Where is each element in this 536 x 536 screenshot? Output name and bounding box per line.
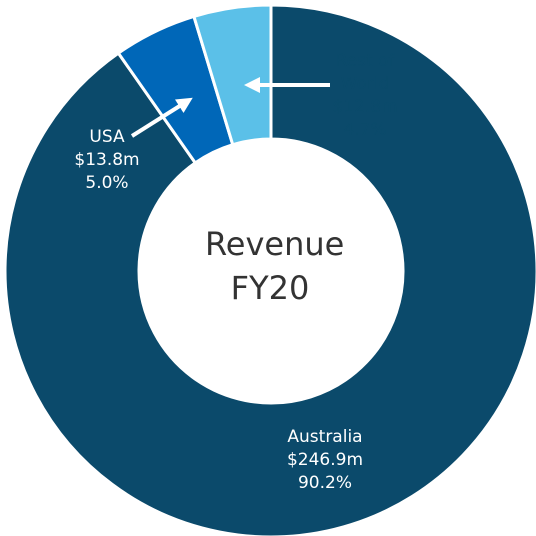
slice-label: Australia $246.9m 90.2% [265,426,385,495]
category-label: Australia [287,427,363,447]
percent-label: 4.7% [343,120,387,140]
arrow [130,97,193,138]
slice [3,3,536,536]
title-text: Revenue FY20 [205,225,345,307]
slice-label: USA $13.8m 5.0% [57,126,157,195]
percent-label: 5.0% [85,173,129,193]
category-label: USA [89,127,125,147]
slice-label: Rest of World $12.8m 4.7% [315,50,415,142]
slice [192,3,273,147]
percent-label: 90.2% [297,473,352,493]
value-label: $246.9m [286,450,364,470]
category-label: Rest of World [335,51,395,94]
center-title: Revenue FY20 [170,222,370,310]
value-label: $12.8m [332,97,398,117]
value-label: $13.8m [74,150,140,170]
